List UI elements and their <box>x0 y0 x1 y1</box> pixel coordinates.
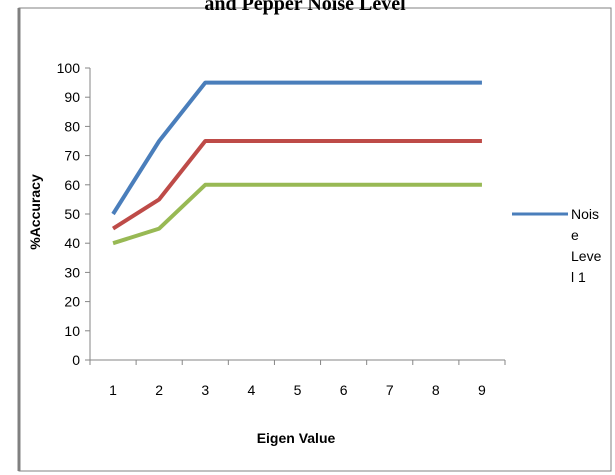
plot-area: 0 10 20 30 40 50 60 70 80 90 100 1 2 3 4 5 6 7 8 9 <box>57 60 506 398</box>
legend-label-line: e <box>571 227 579 243</box>
x-tick-label: 3 <box>201 382 209 398</box>
y-tick-label: 80 <box>64 118 80 134</box>
y-tick-label: 60 <box>64 177 80 193</box>
x-axis-title: Eigen Value <box>257 430 336 446</box>
legend-label-line: l 1 <box>571 269 586 285</box>
legend-label-line: Leve <box>571 248 602 264</box>
x-tick-label: 2 <box>155 382 163 398</box>
y-tick-label: 20 <box>64 294 80 310</box>
y-tick-label: 40 <box>64 235 80 251</box>
y-tick-label: 30 <box>64 264 80 280</box>
chart-title: and Pepper Noise Level <box>204 0 406 15</box>
y-tick-label: 0 <box>72 352 80 368</box>
y-tick-label: 50 <box>64 206 80 222</box>
series-line-1 <box>111 80 482 216</box>
x-tick-label: 4 <box>247 382 255 398</box>
y-tick-label: 90 <box>64 89 80 105</box>
legend: Nois e Leve l 1 <box>512 206 602 285</box>
series-line-3 <box>112 182 482 246</box>
x-tick-label: 8 <box>432 382 440 398</box>
y-axis-title: %Accuracy <box>27 174 43 250</box>
chart-frame <box>18 7 612 472</box>
legend-label-line: Nois <box>571 206 599 222</box>
x-tick-label: 9 <box>478 382 486 398</box>
y-tick-label: 70 <box>64 148 80 164</box>
x-tick-label: 1 <box>109 382 117 398</box>
series-line-2 <box>111 139 482 231</box>
y-tick-label: 10 <box>64 323 80 339</box>
x-tick-label: 6 <box>340 382 348 398</box>
x-tick-label: 5 <box>294 382 302 398</box>
y-tick-label: 100 <box>57 60 81 76</box>
x-tick-label: 7 <box>386 382 394 398</box>
